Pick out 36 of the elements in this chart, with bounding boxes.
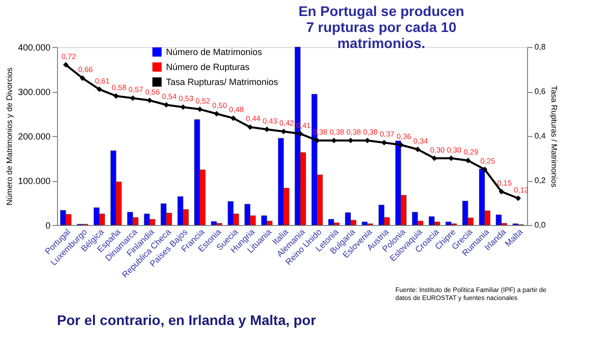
legend-label: Tasa Rupturas/ Matrimonios [166, 77, 279, 87]
y2-axis-title: Tasa Rupturas / Matrimonios [550, 86, 559, 188]
legend-label: Número de Matrimonios [166, 47, 263, 57]
point [381, 140, 387, 146]
y2-tick-label: 0,0 [534, 220, 546, 230]
point [214, 111, 220, 116]
y-tick-label: 0 [45, 220, 50, 230]
y-tick-label: 100.000 [18, 176, 50, 186]
point [414, 146, 420, 152]
y-tick-label: 200.000 [18, 132, 50, 142]
point [298, 131, 304, 137]
y2-tick-label: 0,8 [534, 42, 546, 52]
text: Por el contrario, en Irlanda y Malta, por [57, 312, 317, 328]
y2-tick-label: 0,4 [534, 132, 546, 140]
point [482, 166, 488, 172]
point [465, 158, 471, 164]
point [96, 86, 102, 92]
point [230, 115, 236, 121]
annotation: En Portugal se producen 7 rupturas por cada 10 matrimonios. [298, 3, 464, 51]
point [515, 196, 521, 202]
point [63, 62, 69, 68]
point [113, 93, 119, 99]
y2-tick-label: 0,6 [534, 87, 546, 96]
y2-tick-label: 0,2 [534, 176, 546, 185]
point [80, 75, 86, 81]
legend-label: Número de Rupturas [166, 62, 250, 72]
point [164, 102, 170, 108]
y-tick-label: 300.000 [18, 87, 50, 97]
point [197, 106, 203, 112]
point [264, 126, 270, 132]
y-axis-title: Número de Matrimonios y de Divorcios [4, 68, 14, 206]
point [398, 142, 404, 148]
y-tick-label: 400.000 [18, 42, 50, 52]
point [498, 188, 504, 194]
point [247, 124, 253, 130]
point [180, 104, 186, 110]
